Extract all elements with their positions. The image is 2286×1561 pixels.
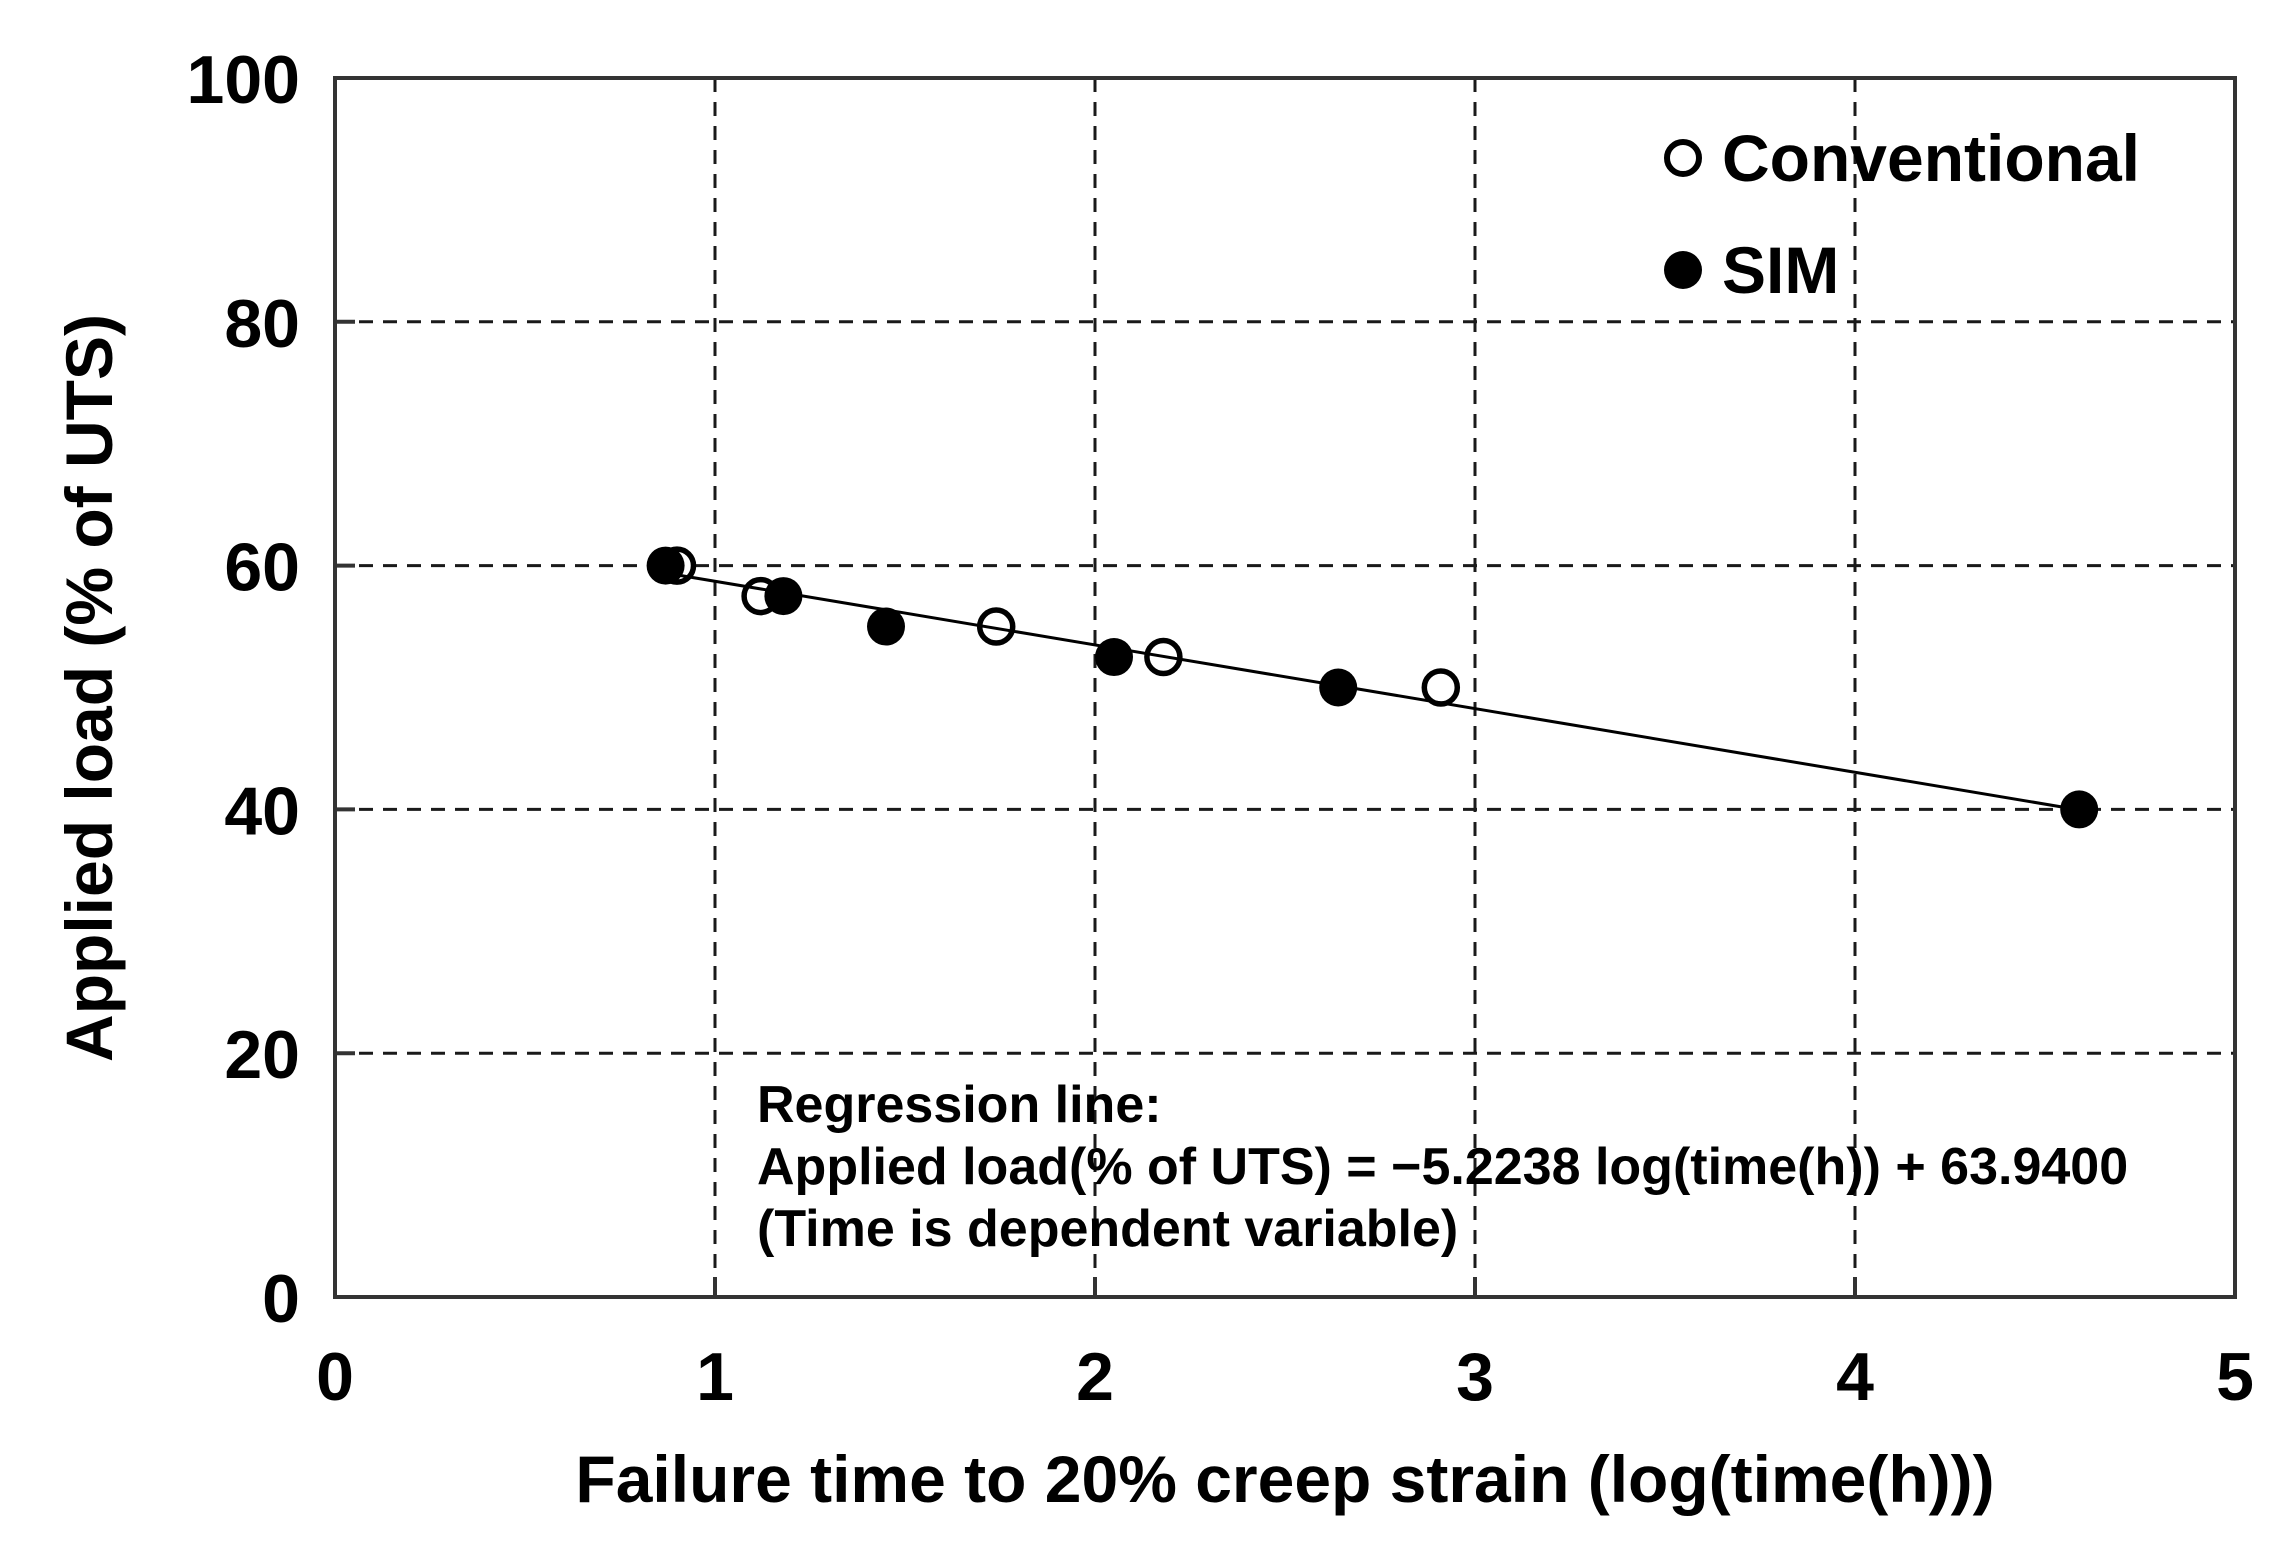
legend-marker-sim-icon xyxy=(1664,251,1702,289)
regression-annotation: Regression line: Applied load(% of UTS) … xyxy=(757,1076,2128,1258)
x-tick-label: 2 xyxy=(1076,1339,1114,1415)
data-point-sim xyxy=(1319,668,1358,707)
legend-label-sim: SIM xyxy=(1722,233,1839,307)
x-tick-label: 0 xyxy=(316,1339,354,1415)
x-tick-label: 5 xyxy=(2216,1339,2254,1415)
annotation-line-1: Regression line: xyxy=(757,1076,1162,1134)
legend: Conventional SIM xyxy=(1664,121,2140,307)
plot-border xyxy=(333,76,2237,1299)
y-tick-label: 80 xyxy=(224,286,300,362)
gridlines xyxy=(335,78,2235,1297)
y-tick-label: 40 xyxy=(224,773,300,849)
y-tick-labels: 0 20 40 60 80 100 xyxy=(187,42,300,1337)
y-tick-label: 100 xyxy=(187,42,300,118)
x-tick-label: 3 xyxy=(1456,1339,1494,1415)
y-axis-title: Applied load (% of UTS) xyxy=(52,314,126,1062)
x-tick-labels: 0 1 2 3 4 5 xyxy=(316,1339,2254,1415)
data-point-sim xyxy=(646,546,685,585)
y-tick-label: 20 xyxy=(224,1017,300,1093)
x-tick-label: 4 xyxy=(1836,1339,1874,1415)
legend-marker-conventional-icon xyxy=(1664,139,1702,177)
annotation-line-2: Applied load(% of UTS) = −5.2238 log(tim… xyxy=(757,1138,2128,1196)
data-point-sim xyxy=(867,607,905,646)
regression-line xyxy=(665,571,2080,812)
data-point-sim xyxy=(1095,638,1133,677)
annotation-line-3: (Time is dependent variable) xyxy=(757,1200,1458,1258)
y-tick-label: 0 xyxy=(262,1261,300,1337)
data-point-sim xyxy=(764,577,803,616)
x-tick-label: 1 xyxy=(696,1339,734,1415)
x-axis-title: Failure time to 20% creep strain (log(ti… xyxy=(575,1442,1994,1516)
data-point-sim xyxy=(2060,790,2099,829)
axis-ticks xyxy=(333,76,2237,1299)
data-point-conventional xyxy=(1421,668,1461,707)
legend-label-conventional: Conventional xyxy=(1722,121,2140,195)
y-tick-label: 60 xyxy=(224,530,300,606)
data-layer xyxy=(646,546,2099,829)
